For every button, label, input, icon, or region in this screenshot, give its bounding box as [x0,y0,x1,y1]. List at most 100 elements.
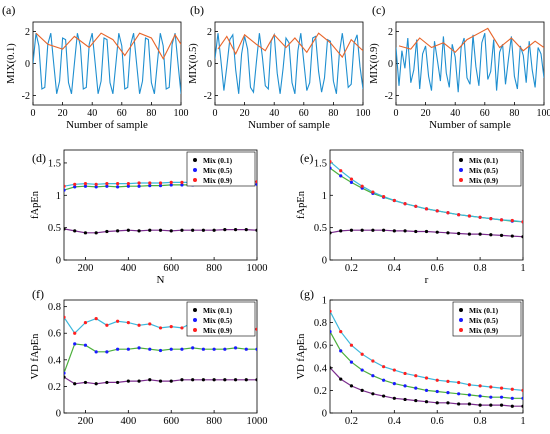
data-point [424,207,429,211]
panel-label: (e) [300,151,313,165]
x-axis-label: Number of sample [429,119,511,131]
data-point [116,185,120,189]
y-tick-label: 0 [207,59,212,70]
legend-marker [459,178,463,182]
series-line-b-0 [215,32,363,94]
series-line-c-1 [398,27,544,54]
data-point [223,378,227,382]
data-point [255,228,257,232]
y-tick-label: 0 [56,256,61,267]
data-point [424,400,429,404]
y-tick-label: -2 [22,91,30,102]
data-point [457,213,461,217]
x-tick-label: 100 [356,108,371,119]
data-point [414,229,418,234]
data-point [360,352,364,356]
y-tick-label: 0.2 [48,382,61,393]
legend-marker [193,318,197,322]
x-tick-label: 800 [206,263,222,274]
panel-label: (a) [2,3,15,17]
data-point [392,198,396,203]
x-tick-label: 200 [78,416,94,427]
data-point [180,326,184,330]
data-point [94,231,98,235]
data-point [223,347,227,351]
data-point [330,160,332,164]
data-point [73,229,77,233]
data-point [521,388,523,392]
x-tick-label: 60 [299,108,309,119]
data-point [73,382,77,386]
data-point [489,385,493,389]
data-point [137,379,141,383]
legend-marker [193,158,197,162]
x-tick-label: 60 [117,108,127,119]
data-point [126,347,130,351]
data-point [478,403,482,407]
legend-box [452,151,522,187]
data-point [64,375,66,379]
legend-entry: Mix (0.1) [469,306,499,315]
legend-entry: Mix (0.9) [469,176,499,185]
data-point [499,403,504,407]
x-tick-label: 100 [537,108,550,119]
data-point [360,228,364,232]
x-tick-label: 800 [206,416,222,427]
data-point [73,185,77,189]
data-point [94,185,98,189]
data-point [349,384,354,388]
legend-entry: Mix (0.5) [469,316,499,325]
plot-area [64,180,257,235]
plot-area [215,32,363,94]
y-tick-label: 0.8 [314,318,327,329]
y-tick-label: 0.5 [48,223,61,234]
data-point [105,229,109,234]
data-point [255,378,257,382]
data-point [201,228,205,232]
legend-marker [193,308,197,312]
data-point [360,184,364,188]
panel-g: (g) 0.2 0.4 0.6 0.8 1 0 0.2 0.4 0.6 0.8 1 VD fApEn Mi… [296,287,526,427]
data-point [403,202,407,206]
data-point [191,346,195,350]
data-point [105,380,109,385]
x-tick-label: 80 [509,108,519,119]
data-point [457,380,461,385]
x-tick-label: 60 [480,108,490,119]
data-point [382,394,386,398]
data-point [424,388,429,392]
data-point [137,229,141,233]
data-point [180,347,184,351]
data-point [478,384,482,388]
data-point [116,182,120,186]
data-point [446,379,450,383]
x-tick-label: 200 [78,263,94,274]
data-point [457,231,461,236]
data-point [478,394,482,398]
data-point [382,378,386,382]
data-point [510,396,514,400]
data-point [169,379,173,383]
data-point [489,395,493,399]
x-tick-label: 80 [146,108,156,119]
data-point [126,184,130,188]
series-line-mix-0-5- [64,343,257,374]
legend-marker [459,168,463,172]
x-tick-label: 400 [120,263,136,274]
legend: Mix (0.1)Mix (0.5)Mix (0.9) [452,301,522,337]
data-point [414,374,418,378]
data-point [414,398,418,403]
data-point [403,397,407,402]
y-tick-label: 0 [388,59,393,70]
data-point [446,231,450,235]
data-point [73,182,77,186]
data-point [435,230,439,234]
y-tick-label: 1 [56,191,61,202]
data-point [457,402,461,406]
y-axis-label: fApEn [296,190,307,219]
data-point [435,378,439,382]
legend-entry: Mix (0.1) [203,306,233,315]
data-point [105,184,109,188]
